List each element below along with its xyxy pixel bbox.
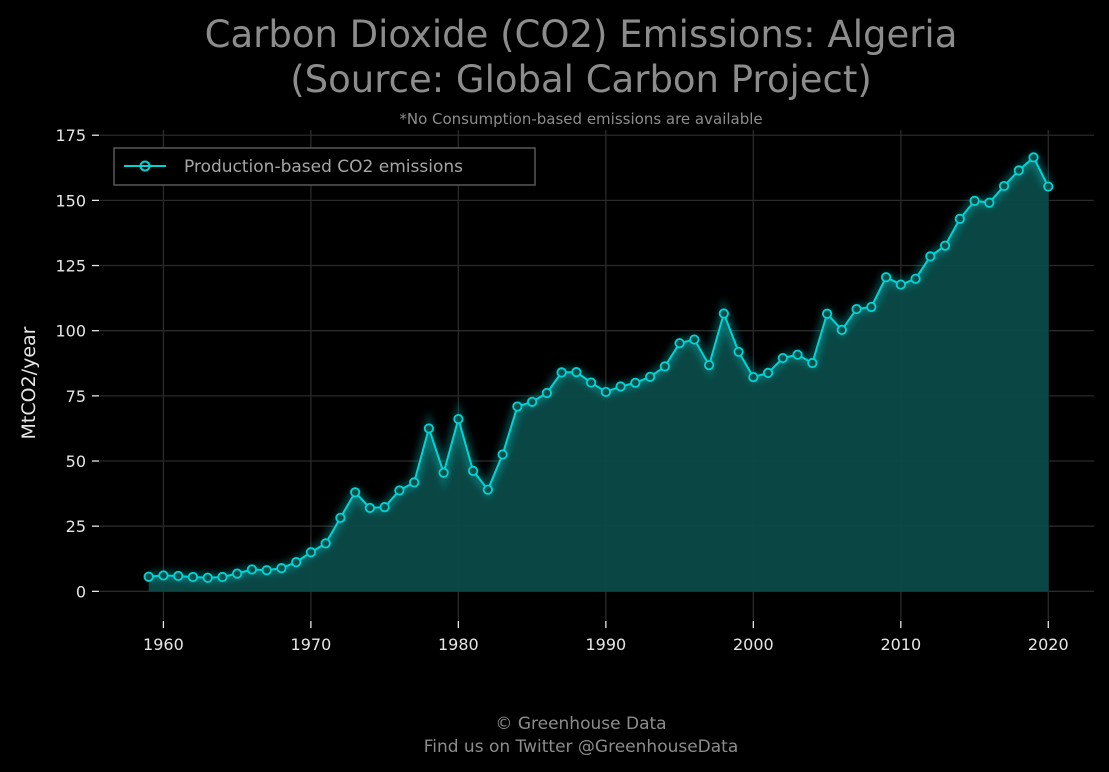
footer-twitter: Find us on Twitter @GreenhouseData xyxy=(424,737,739,757)
y-tick-label-150: 150 xyxy=(55,191,86,210)
data-point-2004 xyxy=(807,357,818,369)
x-axis-ticks: 1960 1970 1980 1990 2000 2010 2020 xyxy=(143,621,1069,654)
x-tick-label-2020: 2020 xyxy=(1028,635,1069,654)
legend-marker-icon xyxy=(139,160,151,172)
data-point-1988 xyxy=(571,367,582,378)
x-tick-label-1990: 1990 xyxy=(585,635,626,654)
data-point-2020 xyxy=(1043,181,1054,192)
y-axis-ticks: 0 25 50 75 100 125 150 175 xyxy=(55,126,99,601)
legend-box xyxy=(113,147,536,186)
y-tick-label-50: 50 xyxy=(66,452,86,471)
data-point-1962 xyxy=(187,571,199,583)
data-point-1978 xyxy=(423,423,434,434)
series-points xyxy=(143,152,1054,583)
data-point-2018 xyxy=(1013,165,1024,176)
data-point-1965 xyxy=(232,568,243,579)
data-point-1977 xyxy=(409,477,420,488)
data-point-2017 xyxy=(998,180,1010,192)
data-point-1970 xyxy=(305,547,316,558)
data-point-1979 xyxy=(438,467,449,478)
chart-title: Carbon Dioxide (CO2) Emissions: Algeria xyxy=(205,13,958,56)
data-point-2005 xyxy=(821,308,833,319)
data-point-2006 xyxy=(836,324,847,336)
footer-copyright: © Greenhouse Data xyxy=(495,714,666,734)
data-point-2007 xyxy=(851,303,862,315)
data-point-1990 xyxy=(600,386,611,398)
data-point-2008 xyxy=(866,301,877,313)
data-point-1994 xyxy=(659,361,670,372)
x-tick-label-2010: 2010 xyxy=(880,635,921,654)
data-point-1963 xyxy=(202,572,213,583)
data-point-1997 xyxy=(703,359,715,371)
data-point-1973 xyxy=(350,487,361,498)
data-point-1960 xyxy=(158,570,169,581)
y-tick-label-125: 125 xyxy=(55,257,86,276)
x-tick-label-1980: 1980 xyxy=(438,635,479,654)
x-tick-label-1970: 1970 xyxy=(291,635,332,654)
data-point-1961 xyxy=(173,570,184,582)
chart-title-source: (Source: Global Carbon Project) xyxy=(290,58,872,101)
data-point-1964 xyxy=(217,571,228,583)
data-point-2014 xyxy=(954,213,965,224)
data-point-2009 xyxy=(880,272,892,283)
area-fill-production xyxy=(148,157,1049,592)
data-point-1975 xyxy=(379,502,390,513)
x-tick-label-2000: 2000 xyxy=(733,635,774,654)
data-point-2001 xyxy=(762,367,774,379)
data-point-1966 xyxy=(246,564,257,575)
data-point-2000 xyxy=(748,371,759,383)
data-point-2002 xyxy=(777,352,788,364)
x-tick-label-1960: 1960 xyxy=(143,635,184,654)
data-point-1974 xyxy=(364,502,375,514)
data-point-2016 xyxy=(984,197,995,208)
y-axis-label: MtCO2/year xyxy=(18,326,40,439)
data-point-1969 xyxy=(291,557,302,568)
data-point-1967 xyxy=(261,565,272,576)
data-point-1968 xyxy=(276,563,287,574)
data-point-1972 xyxy=(335,512,346,523)
data-point-1998 xyxy=(718,308,729,319)
y-tick-label-25: 25 xyxy=(66,517,86,536)
data-point-1976 xyxy=(394,485,405,496)
data-point-1986 xyxy=(541,387,552,399)
data-point-2012 xyxy=(925,251,936,262)
data-point-2003 xyxy=(792,349,803,360)
data-point-1987 xyxy=(556,367,567,378)
data-point-1996 xyxy=(689,334,700,345)
y-tick-label-0: 0 xyxy=(76,582,86,601)
area-fill xyxy=(148,157,1049,592)
legend-entry-production: Production-based CO2 emissions xyxy=(184,157,463,177)
data-point-1992 xyxy=(630,377,641,388)
data-point-1985 xyxy=(527,396,538,407)
data-point-2011 xyxy=(910,273,921,284)
data-point-1983 xyxy=(497,449,508,460)
data-point-1980 xyxy=(453,413,464,425)
legend: Production-based CO2 emissions xyxy=(113,147,536,186)
data-point-1959 xyxy=(143,571,154,582)
y-tick-label-175: 175 xyxy=(55,126,86,145)
data-point-2013 xyxy=(939,240,951,251)
chart-subtitle: *No Consumption-based emissions are avai… xyxy=(399,110,762,128)
data-point-1981 xyxy=(468,465,479,477)
data-point-2019 xyxy=(1028,152,1039,163)
y-tick-label-100: 100 xyxy=(55,322,86,341)
data-point-1995 xyxy=(674,338,685,349)
data-point-1999 xyxy=(733,346,744,357)
data-point-2010 xyxy=(895,279,906,290)
data-point-1991 xyxy=(615,381,626,392)
y-tick-label-75: 75 xyxy=(66,387,86,406)
data-point-1984 xyxy=(512,401,523,412)
data-point-1993 xyxy=(644,371,656,382)
data-point-1982 xyxy=(482,484,493,495)
data-point-1971 xyxy=(320,538,331,549)
data-point-2015 xyxy=(969,195,980,206)
data-point-1989 xyxy=(585,377,597,388)
